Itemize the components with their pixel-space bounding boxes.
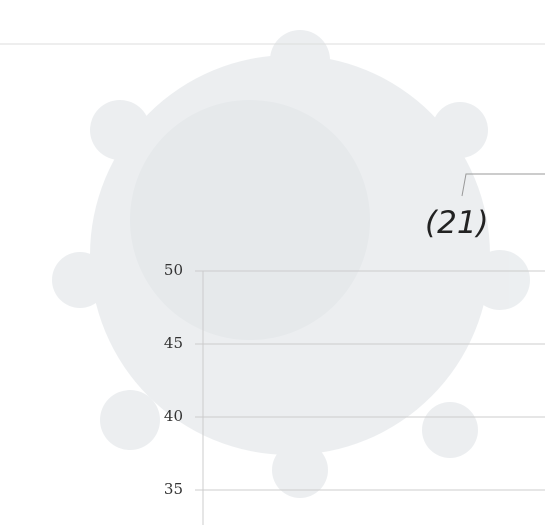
y-tick-label: 45 <box>164 334 183 352</box>
y-tick-label: 40 <box>164 407 183 425</box>
background-image <box>52 30 530 498</box>
y-tick-label: 50 <box>164 261 183 279</box>
annotation-bracket <box>461 173 545 197</box>
y-tick-label: 35 <box>164 480 183 498</box>
annotation: (21) <box>425 205 489 241</box>
